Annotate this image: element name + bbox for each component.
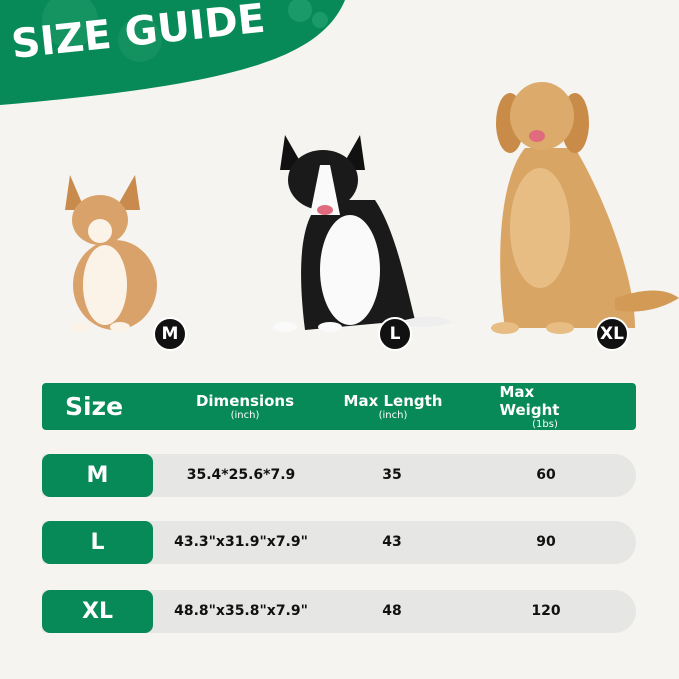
header-max-length: Max Length (inch) xyxy=(344,383,443,430)
header-max-weight-label: Max Weight xyxy=(499,383,560,419)
header-dimensions-unit: (inch) xyxy=(230,410,260,421)
row-max-length: 48 xyxy=(382,603,402,619)
border-collie-image xyxy=(273,135,453,332)
row-dimensions: 43.3"x31.9"x7.9" xyxy=(174,534,308,550)
golden-retriever-image xyxy=(491,82,679,334)
row-dimensions: 35.4*25.6*7.9 xyxy=(186,467,296,483)
header-max-weight: Max Weight (1bs) xyxy=(500,383,591,430)
table-row: XL 48.8"x35.8"x7.9" 48 120 xyxy=(42,590,636,633)
header-size: Size xyxy=(65,383,123,430)
row-max-weight: 60 xyxy=(536,467,556,483)
row-dimensions: 48.8"x35.8"x7.9" xyxy=(174,603,308,619)
table-header: Size Dimensions (inch) Max Length (inch) M… xyxy=(42,383,636,430)
header-max-length-unit: (inch) xyxy=(378,410,408,421)
size-badge-xl: XL xyxy=(595,317,629,351)
header-dimensions-label: Dimensions xyxy=(195,392,295,410)
header-size-label: Size xyxy=(64,392,124,421)
size-badge-m: M xyxy=(153,317,187,351)
table-row: L 43.3"x31.9"x7.9" 43 90 xyxy=(42,521,636,564)
size-badge-l: L xyxy=(378,317,412,351)
header-max-length-label: Max Length xyxy=(343,392,443,410)
row-max-weight: 90 xyxy=(536,534,556,550)
row-max-length: 35 xyxy=(382,467,402,483)
header-max-weight-unit: (1bs) xyxy=(532,419,558,430)
row-max-weight: 120 xyxy=(531,603,561,619)
header-dimensions: Dimensions (inch) xyxy=(196,383,294,430)
row-size-label: XL xyxy=(42,590,153,633)
row-size-label: L xyxy=(42,521,153,564)
table-row: M 35.4*25.6*7.9 35 60 xyxy=(42,454,636,497)
corgi-image xyxy=(65,175,157,332)
title-banner xyxy=(0,0,345,105)
row-size-label: M xyxy=(42,454,153,497)
row-max-length: 43 xyxy=(382,534,402,550)
